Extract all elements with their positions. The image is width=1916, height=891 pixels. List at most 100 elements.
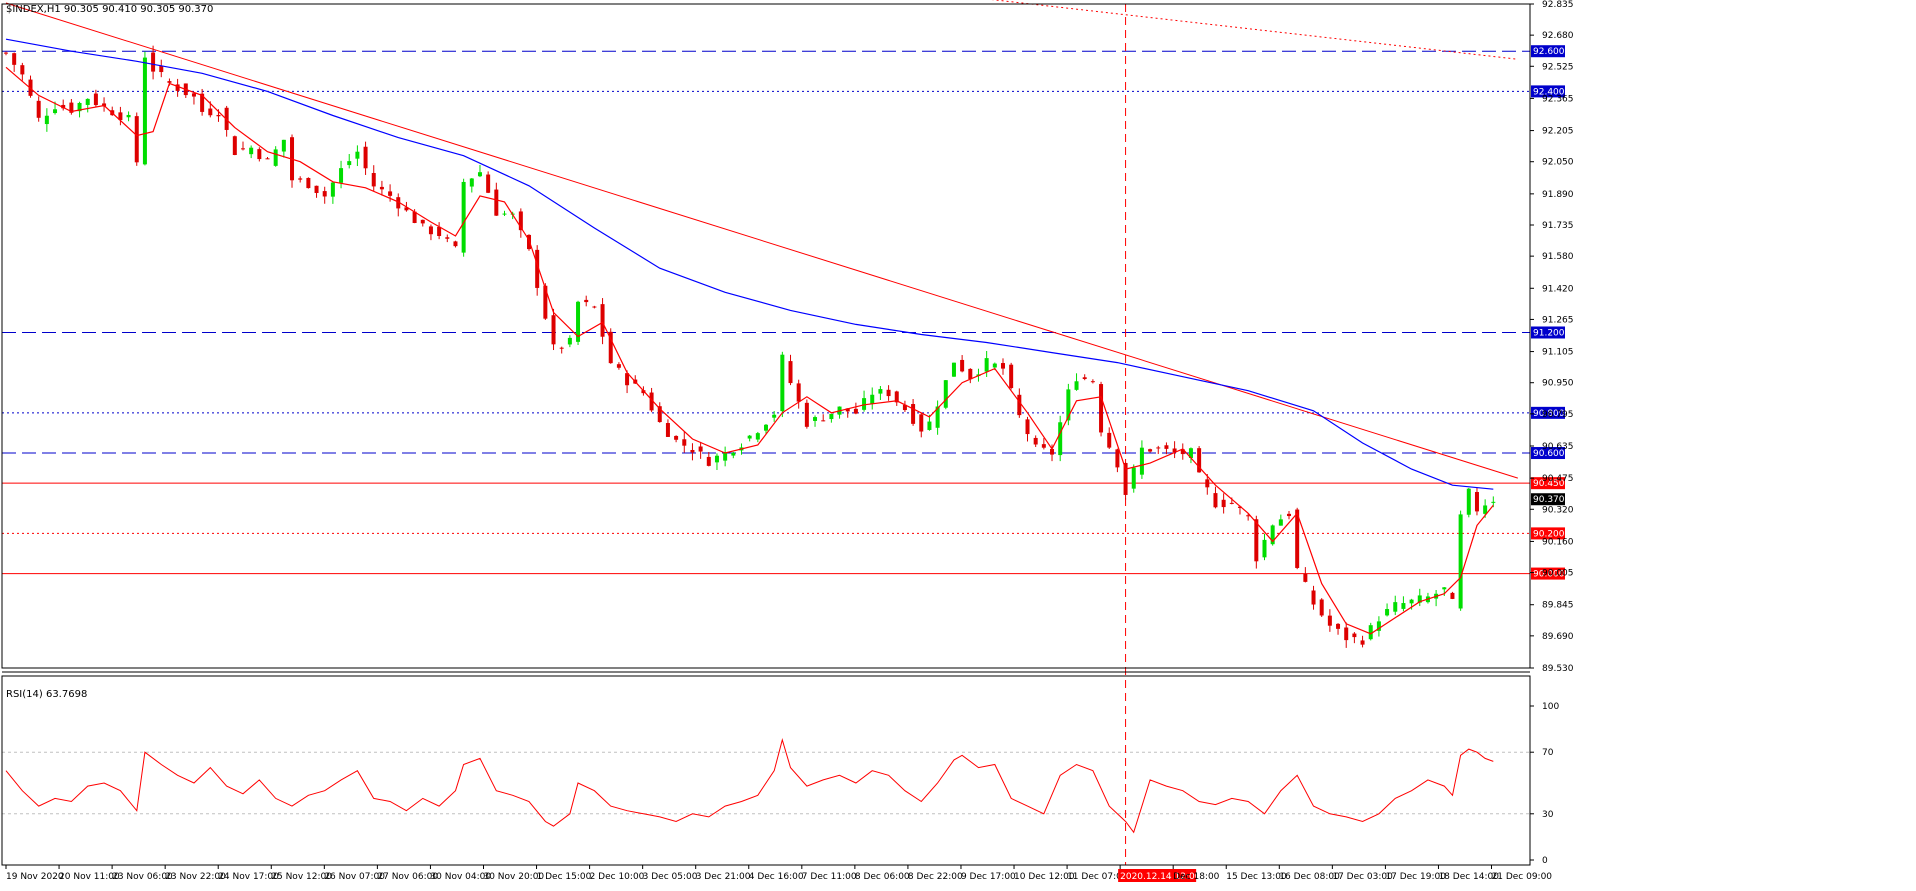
candle-body <box>1360 640 1365 645</box>
candle-body <box>1303 573 1308 582</box>
candle-body <box>1466 488 1471 515</box>
candle-body <box>1246 515 1251 517</box>
time-label: 30 Nov 20:00 <box>483 872 544 882</box>
price-tick-label: 91.105 <box>1542 348 1574 358</box>
candle-body <box>502 213 507 215</box>
candle-body <box>1254 519 1259 562</box>
price-tick-label: 91.890 <box>1542 190 1574 200</box>
candle-body <box>870 394 875 404</box>
time-label: 7 Dec 11:00 <box>802 872 857 882</box>
candle-body <box>1156 447 1161 449</box>
candle-body <box>388 191 393 196</box>
candle-body <box>232 136 237 155</box>
candle-body <box>1368 625 1373 640</box>
candle-body <box>85 98 90 105</box>
price-level-badge <box>1531 477 1565 490</box>
candle-body <box>1344 627 1349 641</box>
candle-body <box>44 115 49 125</box>
rsi-line <box>5 738 1494 834</box>
price-tick-label: 92.050 <box>1542 158 1574 168</box>
candle-body <box>118 112 123 121</box>
candle-body <box>1458 514 1463 609</box>
candle-body <box>1205 479 1210 488</box>
candle-body <box>306 177 311 189</box>
candle-body <box>1148 449 1153 452</box>
candle-body <box>1352 633 1357 638</box>
candle-body <box>1336 623 1341 629</box>
time-label: 8 Dec 06:00 <box>855 872 910 882</box>
candle-body <box>379 186 384 190</box>
candle-body <box>723 452 728 461</box>
candle-body <box>1376 621 1381 631</box>
candle-body <box>461 181 466 253</box>
candle-body <box>665 423 670 437</box>
candle-body <box>36 100 41 118</box>
candle-body <box>796 383 801 402</box>
candle-body <box>371 173 376 187</box>
candle-body <box>1188 448 1193 458</box>
price-level-label: 90.000 <box>1533 570 1565 580</box>
price-level-label: 92.600 <box>1533 47 1565 57</box>
time-label: 25 Nov 12:00 <box>271 872 332 882</box>
price-level-badge <box>1531 567 1565 580</box>
time-label: 18 Dec 14:00 <box>1438 872 1499 882</box>
candle-body <box>216 114 221 117</box>
candle-body <box>535 249 540 288</box>
candle-body <box>159 65 164 73</box>
candle-body <box>1237 506 1242 508</box>
candle-body <box>1050 448 1055 455</box>
moving-average-fast <box>5 66 1494 635</box>
candle-body <box>347 161 352 166</box>
candle-body <box>134 116 139 163</box>
horizontal-levels[interactable]: 92.600 92.400 91.200 90.800 90.600 90.450 90.2… <box>2 45 1565 580</box>
candle-body <box>616 364 621 368</box>
candle-body <box>445 237 450 239</box>
candle-body <box>249 147 254 155</box>
candle-body <box>690 449 695 453</box>
candle-body <box>862 398 867 410</box>
candle-body <box>1172 448 1177 453</box>
price-tick-label: 91.580 <box>1542 252 1574 262</box>
candle-body <box>126 114 131 118</box>
price-tick-label: 90.950 <box>1542 379 1574 389</box>
candle-body <box>412 211 417 223</box>
candle-body <box>788 361 793 384</box>
time-label: 3 Dec 05:00 <box>643 872 698 882</box>
trendline-dotted[interactable] <box>987 0 1518 60</box>
candle-body <box>314 185 319 193</box>
candle-body <box>1197 448 1202 473</box>
time-label: 9 Dec 17:00 <box>961 872 1016 882</box>
rsi-tick-label: 100 <box>1542 702 1559 712</box>
candle-body <box>625 373 630 386</box>
price-level-badge <box>1531 326 1565 339</box>
candle-body <box>1180 449 1185 455</box>
trendline-main[interactable] <box>5 2 1518 479</box>
candle-body <box>1090 381 1095 383</box>
candle-body <box>764 424 768 431</box>
rsi-tick-label: 30 <box>1542 810 1554 820</box>
candle-body <box>1287 513 1292 517</box>
candle-body <box>902 404 907 411</box>
candle-body <box>747 435 752 439</box>
price-pane-frame <box>1 3 1531 669</box>
candle-body <box>1295 509 1300 568</box>
candle-body <box>576 301 581 342</box>
candle-body <box>1000 363 1005 369</box>
candle-body <box>208 108 213 116</box>
candle-body <box>1385 609 1390 616</box>
candle-body <box>1009 364 1014 389</box>
candle-body <box>477 172 482 177</box>
candle-body <box>167 81 172 83</box>
candle-body <box>420 219 425 224</box>
price-tick-label: 90.635 <box>1542 442 1574 452</box>
candle-body <box>1221 499 1226 508</box>
rsi-pane-frame <box>1 675 1531 866</box>
candle-body <box>1393 602 1398 612</box>
price-level-label: 90.200 <box>1533 529 1565 539</box>
trend-lines[interactable] <box>5 0 1518 865</box>
time-label: 19 Nov 2020 <box>6 872 64 882</box>
last-price-badge <box>1531 493 1565 506</box>
candle-body <box>1278 519 1283 526</box>
time-label: 2 Dec 10:00 <box>590 872 645 882</box>
